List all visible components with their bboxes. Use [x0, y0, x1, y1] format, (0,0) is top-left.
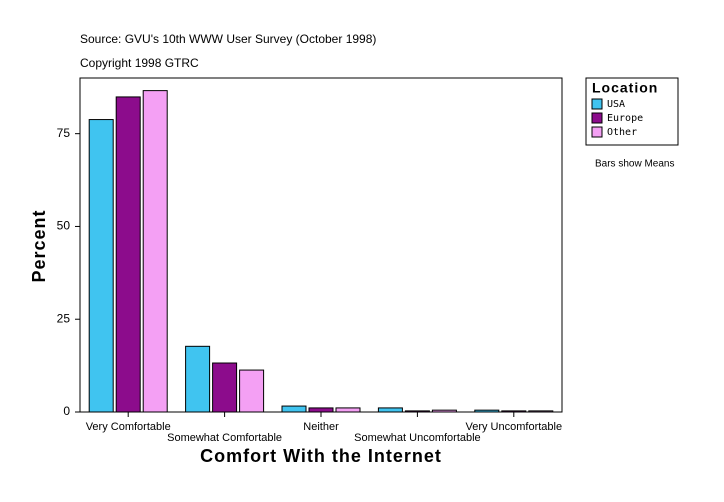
copyright: Copyright 1998 GTRC: [80, 56, 199, 70]
legend-swatch: [591, 126, 603, 138]
bar: [281, 405, 307, 413]
legend-label: Europe: [607, 113, 643, 124]
x-tick-label: Somewhat Uncomfortable: [354, 432, 481, 444]
bar: [404, 410, 430, 413]
x-tick-label: Neither: [303, 421, 339, 433]
x-tick-label: Very Uncomfortable: [465, 421, 562, 433]
subtitle: Source: GVU's 10th WWW User Survey (Octo…: [80, 32, 376, 46]
x-tick-label: Very Comfortable: [86, 421, 171, 433]
bar: [212, 362, 238, 413]
bar: [501, 410, 527, 413]
bar: [474, 409, 500, 413]
x-axis-label: Comfort With the Internet: [200, 446, 442, 466]
bar: [431, 409, 457, 413]
bar: [142, 90, 168, 413]
bar: [88, 119, 114, 413]
bar: [239, 369, 265, 413]
y-tick-label: 75: [57, 126, 71, 140]
x-tick-label: Somewhat Comfortable: [167, 432, 282, 444]
legend-swatch: [591, 98, 603, 110]
legend-label: USA: [607, 99, 625, 110]
bar: [335, 407, 361, 413]
bar: [185, 345, 211, 413]
legend-swatch: [591, 112, 603, 124]
y-tick-label: 0: [63, 404, 70, 418]
bar: [308, 407, 334, 413]
bar: [377, 407, 403, 413]
legend-label: Other: [607, 127, 637, 138]
note: Bars show Means: [595, 159, 674, 170]
y-axis-label: Percent: [29, 209, 49, 282]
legend-title: Location: [592, 80, 658, 96]
y-tick-label: 25: [57, 311, 71, 325]
y-tick-label: 50: [57, 219, 71, 233]
bar: [115, 96, 141, 413]
bar: [528, 410, 554, 413]
